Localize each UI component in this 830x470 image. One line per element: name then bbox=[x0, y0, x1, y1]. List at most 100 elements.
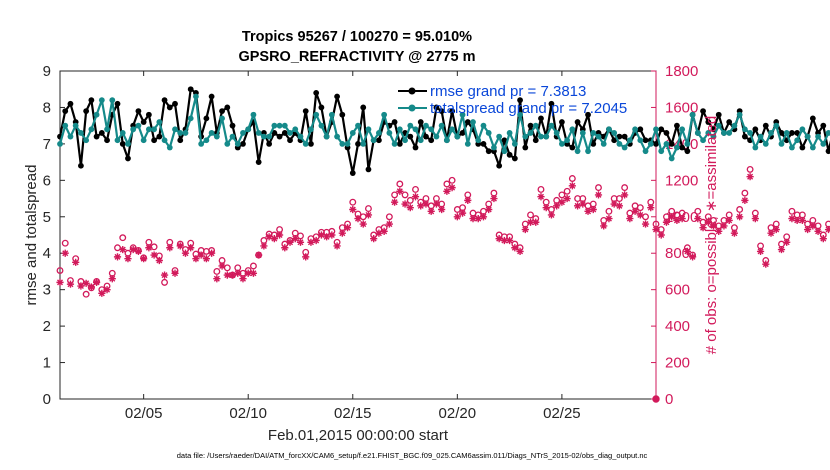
obs-assimilated-point bbox=[155, 256, 163, 265]
obs-possible-point bbox=[537, 185, 545, 193]
asterisk-glyph bbox=[725, 216, 733, 225]
obs-assimilated-point bbox=[286, 238, 294, 246]
spread-point bbox=[543, 133, 550, 140]
spread-point bbox=[396, 126, 403, 133]
obs-possible-point bbox=[636, 204, 644, 212]
asterisk-glyph bbox=[364, 211, 373, 219]
rmse-point bbox=[119, 140, 126, 147]
rmse-point bbox=[778, 130, 785, 136]
rmse-point bbox=[365, 166, 372, 173]
obs-possible-point bbox=[406, 196, 414, 204]
spread-point bbox=[135, 122, 142, 129]
spread-point bbox=[250, 111, 257, 118]
asterisk-glyph bbox=[767, 229, 775, 237]
spread-point bbox=[721, 130, 727, 136]
obs-assimilated-point bbox=[213, 275, 221, 283]
y-right-tick-label: 1600 bbox=[665, 99, 698, 116]
asterisk-glyph bbox=[317, 231, 326, 239]
asterisk-glyph bbox=[281, 244, 289, 252]
obs-assimilated-point bbox=[72, 258, 80, 266]
asterisk-glyph bbox=[777, 245, 786, 254]
obs-assimilated-point bbox=[438, 205, 446, 214]
obs-assimilated-point bbox=[343, 224, 352, 232]
spread-point bbox=[266, 133, 273, 140]
asterisk-glyph bbox=[354, 215, 362, 223]
spread-point bbox=[632, 126, 638, 133]
asterisk-glyph bbox=[558, 198, 566, 206]
asterisk-glyph bbox=[108, 275, 116, 283]
rmse-point bbox=[156, 133, 163, 140]
obs-possible-point bbox=[615, 195, 623, 203]
rmse-point bbox=[449, 108, 456, 114]
spread-point bbox=[799, 126, 806, 133]
obs-possible-point bbox=[736, 206, 744, 213]
rmse-point bbox=[135, 108, 142, 114]
asterisk-glyph bbox=[140, 255, 148, 263]
spread-point bbox=[234, 140, 241, 147]
asterisk-glyph bbox=[626, 215, 634, 223]
spread-point bbox=[219, 115, 225, 122]
y-tick-label: 5 bbox=[43, 209, 51, 226]
obs-possible-point bbox=[61, 239, 69, 247]
spread-point bbox=[323, 133, 330, 140]
obs-assimilated-point bbox=[270, 235, 278, 243]
obs-possible-point bbox=[161, 278, 169, 286]
rmse-point bbox=[485, 148, 492, 155]
obs-assimilated-point bbox=[218, 262, 226, 270]
rmse-point bbox=[125, 155, 131, 162]
rmse-point bbox=[548, 100, 555, 107]
spread-point bbox=[88, 126, 95, 133]
obs-assimilated-point bbox=[281, 244, 289, 252]
obs-assimilated-point bbox=[662, 218, 671, 226]
rmse-point bbox=[511, 155, 518, 162]
obs-assimilated-point bbox=[783, 238, 791, 246]
obs-assimilated-point bbox=[275, 231, 284, 239]
spread-point bbox=[433, 133, 440, 140]
obs-zero-point bbox=[652, 395, 660, 403]
spread-point bbox=[464, 140, 471, 147]
y-tick-label: 0 bbox=[43, 391, 51, 408]
obs-assimilated-point bbox=[464, 196, 472, 204]
obs-assimilated-point bbox=[291, 235, 299, 243]
obs-assimilated-point bbox=[370, 235, 378, 243]
spread-point bbox=[621, 144, 628, 151]
rmse-point bbox=[574, 119, 581, 125]
asterisk-glyph bbox=[652, 225, 660, 234]
rmse-point bbox=[517, 97, 523, 104]
spread-point bbox=[705, 130, 712, 136]
asterisk-glyph bbox=[375, 229, 383, 237]
x-tick-label: 02/05 bbox=[125, 405, 163, 422]
asterisk-glyph bbox=[56, 278, 64, 286]
asterisk-glyph bbox=[636, 211, 644, 219]
asterisk-glyph bbox=[92, 278, 101, 286]
rmse-point bbox=[532, 137, 539, 144]
y-tick-label: 2 bbox=[43, 318, 51, 335]
spread-point bbox=[475, 137, 482, 144]
spread-point bbox=[794, 137, 801, 144]
spread-point bbox=[72, 122, 79, 129]
spread-point bbox=[459, 111, 466, 118]
asterisk-glyph bbox=[453, 213, 461, 221]
obs-assimilated-point bbox=[364, 211, 373, 219]
spread-point bbox=[517, 111, 523, 118]
obs-assimilated-point bbox=[411, 193, 420, 201]
asterisk-glyph bbox=[77, 282, 85, 290]
obs-assimilated-point bbox=[767, 229, 775, 237]
spread-point bbox=[653, 126, 659, 133]
obs-assimilated-point bbox=[432, 200, 441, 208]
rmse-point bbox=[459, 130, 466, 136]
obs-assimilated-point bbox=[181, 249, 190, 257]
spread-point bbox=[198, 140, 205, 147]
spread-point bbox=[616, 140, 623, 147]
spread-point bbox=[611, 130, 618, 136]
rmse-point bbox=[752, 126, 759, 133]
obs-assimilated-point bbox=[788, 215, 796, 223]
spread-point bbox=[104, 126, 110, 133]
obs-assimilated-point bbox=[511, 244, 519, 252]
obs-assimilated-point bbox=[636, 211, 644, 219]
rmse-point bbox=[506, 151, 513, 158]
spread-point bbox=[187, 115, 194, 122]
obs-possible-point bbox=[213, 267, 221, 275]
spread-point bbox=[402, 137, 408, 144]
obs-assimilated-point bbox=[396, 187, 404, 195]
